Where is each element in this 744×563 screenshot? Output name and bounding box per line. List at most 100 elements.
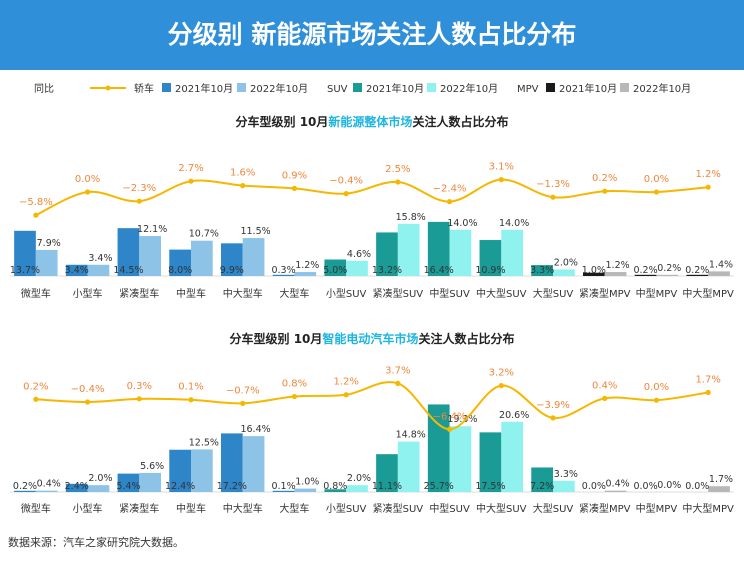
category-label: 小型车 <box>73 502 103 515</box>
bar-2022-label: 2.0% <box>88 473 112 484</box>
yoy-point <box>136 198 142 204</box>
panel2-title-suffix: 关注人数占比分布 <box>418 331 514 346</box>
yoy-point <box>240 183 246 189</box>
bar-2022-label: 1.0% <box>295 477 319 488</box>
bar-2022 <box>242 238 265 276</box>
category-label: 中型MPV <box>636 287 678 300</box>
yoy-point <box>653 189 660 195</box>
bar-2021-label: 3.4% <box>65 265 89 276</box>
bar-2021-label: 1.0% <box>582 265 606 276</box>
bar-2022-label: 14.0% <box>447 218 477 229</box>
yoy-point <box>550 415 556 421</box>
bar-2021 <box>479 432 502 492</box>
bar-2021-label: 0.2% <box>685 265 709 276</box>
legend-suv-2022-label: 2022年10月 <box>440 82 498 95</box>
yoy-point <box>705 389 711 396</box>
legend-mpv-2022-swatch <box>620 83 629 92</box>
yoy-point <box>188 397 194 403</box>
legend: 同比 轿车 2021年10月 2022年10月 SUV 2021年10月 202… <box>34 82 691 95</box>
bar-2021 <box>479 240 502 276</box>
data-source-note: 数据来源：汽车之家研究院大数据。 <box>8 536 184 549</box>
bar-2021-label: 0.8% <box>323 481 347 492</box>
yoy-label: 3.7% <box>385 365 410 376</box>
yoy-label: 3.1% <box>489 162 514 173</box>
bar-2022 <box>191 449 213 492</box>
bar-2022 <box>139 472 162 492</box>
yoy-point <box>343 392 349 398</box>
bar-2021-label: 12.4% <box>165 481 195 492</box>
bar-2021 <box>169 249 191 276</box>
bar-2021-label: 17.2% <box>217 481 247 492</box>
bar-2021 <box>117 473 140 492</box>
yoy-point <box>33 212 39 218</box>
legend-suv-2021-swatch <box>353 83 362 92</box>
category-label: 大型SUV <box>533 502 574 515</box>
panel2-title-prefix: 分车型级别 10月 <box>230 331 323 346</box>
yoy-label: 3.2% <box>489 368 514 379</box>
bar-2022-label: 2.0% <box>347 473 371 484</box>
bar-2021-label: 3.3% <box>530 265 554 276</box>
panel1-title-suffix: 关注人数占比分布 <box>412 114 508 129</box>
category-label: 大型SUV <box>533 287 574 300</box>
panel1-title: 分车型级别 10月新能源整体市场关注人数占比分布 <box>236 114 509 129</box>
bar-2021-label: 17.5% <box>475 481 505 492</box>
bar-2022-label: 0.0% <box>657 480 681 491</box>
bar-2022 <box>553 480 575 492</box>
bar-2022-label: 11.5% <box>240 226 270 237</box>
bar-2022 <box>35 249 58 276</box>
category-label: 紧凑型SUV <box>373 287 424 300</box>
bar-2022-label: 12.1% <box>137 224 167 235</box>
bar-2022-label: 0.4% <box>37 479 61 490</box>
bar-2022-label: 1.2% <box>606 260 630 271</box>
panel2-plot: 0.2% 0.4%微型车2.4%2.0%小型车5.4%5.6%紧凑型车12.4%1… <box>10 365 734 515</box>
yoy-label: 1.6% <box>230 168 255 179</box>
bar-2022 <box>449 229 472 276</box>
legend-mpv-label: MPV <box>517 84 539 95</box>
legend-sedan-2021-swatch <box>162 83 171 92</box>
bar-2022 <box>604 272 627 276</box>
category-label: 中大型MPV <box>682 502 734 515</box>
yoy-label: −2.4% <box>433 184 467 195</box>
category-label: 中型SUV <box>429 287 470 300</box>
bar-2022-label: 0.2% <box>657 263 681 274</box>
bar-2021-label: 8.0% <box>168 265 192 276</box>
category-label: 小型SUV <box>326 287 367 300</box>
yoy-label: −0.4% <box>329 176 363 187</box>
yoy-line <box>35 178 709 217</box>
bar-2022 <box>604 490 627 492</box>
bar-2021 <box>427 404 450 492</box>
legend-suv-2021-label: 2021年10月 <box>366 82 424 95</box>
category-label: 大型车 <box>279 502 309 515</box>
yoy-label: −2.3% <box>122 183 156 194</box>
bar-2022 <box>501 421 524 492</box>
yoy-point <box>291 185 298 191</box>
yoy-point <box>33 396 39 402</box>
bar-2022-label: 1.4% <box>709 259 733 270</box>
yoy-label: 0.0% <box>75 174 100 185</box>
bar-2021 <box>531 467 553 492</box>
page-title: 分级别 新能源市场关注人数占比分布 <box>167 20 577 49</box>
bar-2021 <box>686 274 709 276</box>
bar-2021-label: 5.0% <box>323 265 347 276</box>
yoy-label: 0.2% <box>23 381 48 392</box>
bar-2021-label: 0.2% <box>13 481 37 492</box>
bar-2021 <box>324 489 347 492</box>
yoy-point <box>136 396 142 402</box>
yoy-point <box>498 383 504 389</box>
yoy-point <box>705 184 711 190</box>
bar-2021-label: 0.0% <box>685 481 709 492</box>
bar-2021-label: 13.2% <box>372 265 402 276</box>
bar-2022-label: 3.4% <box>88 253 112 264</box>
panel2-title: 分车型级别 10月智能电动汽车市场关注人数占比分布 <box>230 331 515 346</box>
bar-2021 <box>14 230 36 276</box>
category-label: 中大型MPV <box>682 287 734 300</box>
category-label: 紧凑型SUV <box>373 502 424 515</box>
bar-2021-label: 7.2% <box>530 481 554 492</box>
category-label: 大型车 <box>279 287 309 300</box>
bar-2022 <box>294 488 317 492</box>
category-label: 中大型SUV <box>476 502 527 515</box>
bar-2021-label: 0.3% <box>271 265 295 276</box>
yoy-label: −5.8% <box>19 197 53 208</box>
legend-suv-2022-swatch <box>427 83 436 92</box>
